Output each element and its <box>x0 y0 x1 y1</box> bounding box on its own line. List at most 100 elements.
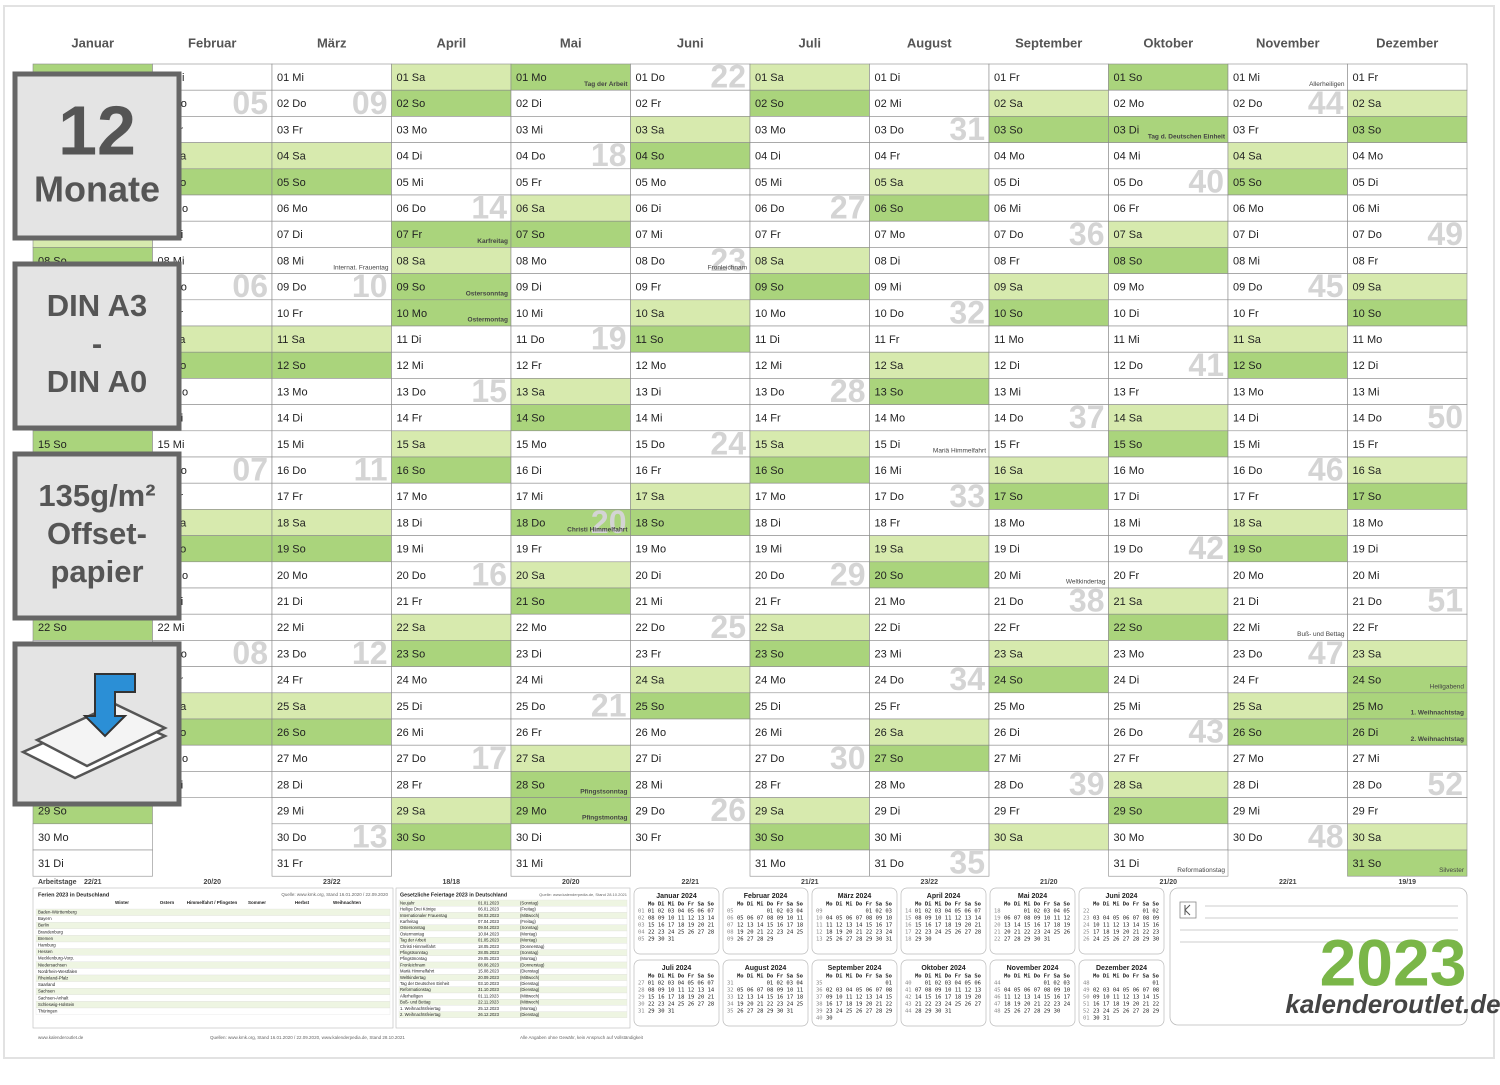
day-label: 28 Do <box>994 779 1023 791</box>
mini-days: 01 02 03 04 <box>767 981 804 987</box>
day-cell <box>391 640 512 667</box>
day-cell <box>869 718 990 746</box>
mini-week: 38 <box>816 1002 823 1008</box>
day-cell <box>1227 142 1348 170</box>
mini-week: 16 <box>905 923 912 929</box>
mini-weekday: Fr <box>1133 902 1140 908</box>
mini-week: 13 <box>816 937 823 943</box>
mini-weekday: Di <box>658 902 665 908</box>
mini-weekday: Fr <box>1133 974 1140 980</box>
holiday-label: Allerheiligen <box>1309 81 1345 88</box>
day-cell <box>1347 771 1468 798</box>
day-cell <box>1347 535 1468 563</box>
day-label: 05 Mi <box>397 177 424 189</box>
day-label: 14 Sa <box>1114 413 1144 425</box>
day-label: 19 Do <box>1114 544 1143 556</box>
day-cell <box>510 378 631 405</box>
day-cell <box>749 325 870 353</box>
workdays: 20/20 <box>203 879 221 886</box>
mini-days: 25 26 27 28 29 30 <box>1004 1009 1060 1015</box>
day-label: 25 Fr <box>875 701 901 713</box>
day-cell <box>271 351 392 379</box>
day-cell <box>1108 666 1229 694</box>
day-label: 11 Do <box>516 334 545 346</box>
feiertag-cell: 25.12.2023 <box>478 1006 500 1011</box>
mini-days: 22 23 24 25 26 27 28 <box>915 930 981 936</box>
day-label: 19 Mi <box>397 544 424 556</box>
week-number: 47 <box>1308 635 1344 671</box>
mini-days: 18 19 20 21 22 23 24 <box>1004 1002 1071 1008</box>
holiday-label: Buß- und Bettag <box>1297 631 1345 638</box>
day-label: 13 Sa <box>516 386 546 398</box>
ferien-state: Rheinland-Pfalz <box>38 976 68 981</box>
bottom-section: Ferien 2023 in Deutschland Quelle: www.km… <box>32 887 1500 1040</box>
feiertag-row <box>398 899 628 907</box>
day-label: 06 Do <box>755 203 784 215</box>
mini-weekday: Mo <box>826 902 833 908</box>
day-label: 02 Fr <box>636 98 662 110</box>
mini-days: 26 27 28 29 30 31 <box>737 1009 793 1015</box>
day-label: 10 Do <box>875 308 904 320</box>
day-cell <box>1347 351 1468 379</box>
day-cell <box>1227 666 1348 694</box>
mini-week: 08 <box>727 930 734 936</box>
day-label: 20 Do <box>755 570 784 582</box>
feiertag-cell: 1. Weihnachtsfeiertag <box>400 1006 441 1011</box>
feiertag-row <box>398 1011 628 1018</box>
day-cell <box>1347 247 1468 274</box>
feiertag-cell: Christi Himmelfahrt <box>400 944 436 949</box>
day-label: 21 So <box>516 596 545 608</box>
day-label: 25 Mi <box>1114 701 1141 713</box>
day-label: 20 So <box>875 570 904 582</box>
mini-week: 22 <box>1083 909 1090 915</box>
feiertag-cell: (Montag) <box>520 938 537 943</box>
week-number: 52 <box>1427 766 1463 802</box>
day-label: 14 Do <box>1353 413 1382 425</box>
badge <box>12 71 182 241</box>
day-label: 28 Di <box>277 779 303 791</box>
day-cell <box>1227 561 1348 589</box>
mini-weekday: So <box>974 974 981 980</box>
mini-week: 45 <box>994 988 1001 994</box>
feiertag-cell: 2. Weihnachtsfeiertag <box>400 1012 441 1017</box>
feiertag-cell: (Dienstag) <box>520 1012 540 1017</box>
workdays: 18/18 <box>442 879 460 886</box>
day-cell <box>749 587 870 615</box>
day-cell <box>1108 351 1229 379</box>
mini-weekday: Fr <box>866 974 873 980</box>
day-cell <box>510 456 631 484</box>
day-label: 12 Fr <box>516 360 542 372</box>
ferien-column: Ostern <box>160 900 175 905</box>
week-number: 34 <box>949 661 985 697</box>
week-number: 26 <box>710 792 746 828</box>
day-cell <box>1108 142 1229 170</box>
week-number: 24 <box>710 425 746 461</box>
day-label: 18 Sa <box>1233 517 1263 529</box>
mini-week: 06 <box>727 916 734 922</box>
day-cell <box>1347 142 1468 170</box>
day-cell <box>1347 168 1468 196</box>
week-number: 11 <box>354 452 388 488</box>
ferien-row <box>35 968 391 976</box>
day-label: 01 So <box>1114 72 1143 84</box>
feiertag-row <box>398 974 628 981</box>
day-cell <box>510 823 631 851</box>
feiertag-row <box>398 918 628 925</box>
feiertag-cell: Tag der Deutschen Einheit <box>400 981 450 986</box>
day-label: 10 So <box>1353 308 1382 320</box>
week-number: 15 <box>471 373 507 409</box>
mini-days: 11 12 13 14 15 16 17 <box>1004 995 1070 1001</box>
day-cell <box>1227 273 1348 301</box>
day-label: 18 Mo <box>1353 517 1384 529</box>
badge-text: Monate <box>34 169 160 210</box>
day-cell <box>271 247 392 274</box>
day-label: 06 Fr <box>1114 203 1140 215</box>
day-cell <box>869 849 990 877</box>
day-label: 30 Do <box>277 832 306 844</box>
day-label: 22 Fr <box>994 622 1020 634</box>
day-label: 03 Mo <box>755 124 786 136</box>
mini-week: 36 <box>816 988 823 994</box>
day-label: 28 Sa <box>1114 779 1144 791</box>
mini-title: April 2024 <box>927 893 961 900</box>
mini-title: März 2024 <box>838 893 872 900</box>
